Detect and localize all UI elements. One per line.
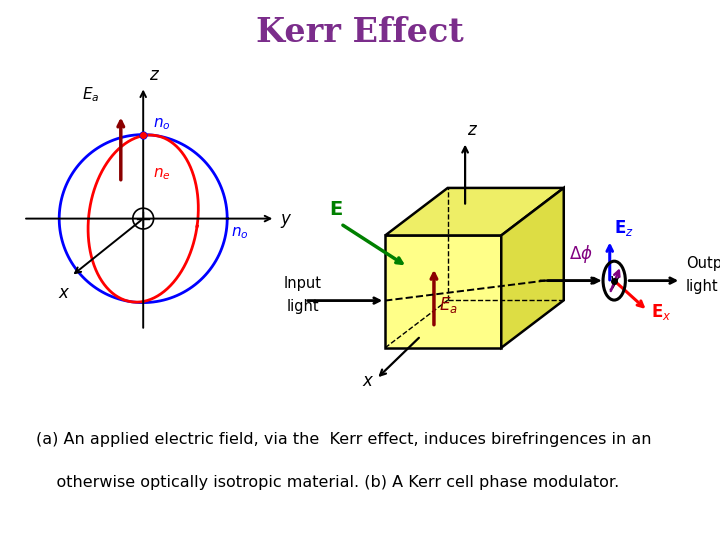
Text: Output: Output (685, 255, 720, 271)
Text: x: x (58, 284, 68, 302)
Text: $\Delta\phi$: $\Delta\phi$ (569, 243, 593, 265)
Text: (a) An applied electric field, via the  Kerr effect, induces birefringences in a: (a) An applied electric field, via the K… (36, 432, 652, 447)
Text: y: y (281, 210, 291, 227)
Text: $\mathbf{E}_z$: $\mathbf{E}_z$ (614, 218, 634, 238)
Text: Input: Input (284, 275, 322, 291)
Text: x: x (362, 372, 372, 389)
Text: E: E (330, 200, 343, 219)
Text: y: y (610, 272, 620, 289)
Text: $n_o$: $n_o$ (153, 117, 171, 132)
Text: otherwise optically isotropic material. (b) A Kerr cell phase modulator.: otherwise optically isotropic material. … (36, 475, 619, 490)
Text: $E_a$: $E_a$ (83, 85, 100, 104)
Text: Kerr Effect: Kerr Effect (256, 16, 464, 49)
Text: z: z (149, 66, 158, 84)
Polygon shape (385, 235, 501, 348)
Text: light: light (685, 279, 719, 294)
Text: $\mathbf{E}_x$: $\mathbf{E}_x$ (651, 302, 671, 322)
Polygon shape (501, 188, 564, 348)
Polygon shape (385, 188, 564, 235)
Text: $E_a$: $E_a$ (439, 295, 458, 315)
Text: z: z (467, 121, 476, 139)
Text: $n_e$: $n_e$ (153, 167, 171, 183)
Text: $n_o$: $n_o$ (231, 225, 249, 241)
Text: light: light (287, 299, 319, 314)
